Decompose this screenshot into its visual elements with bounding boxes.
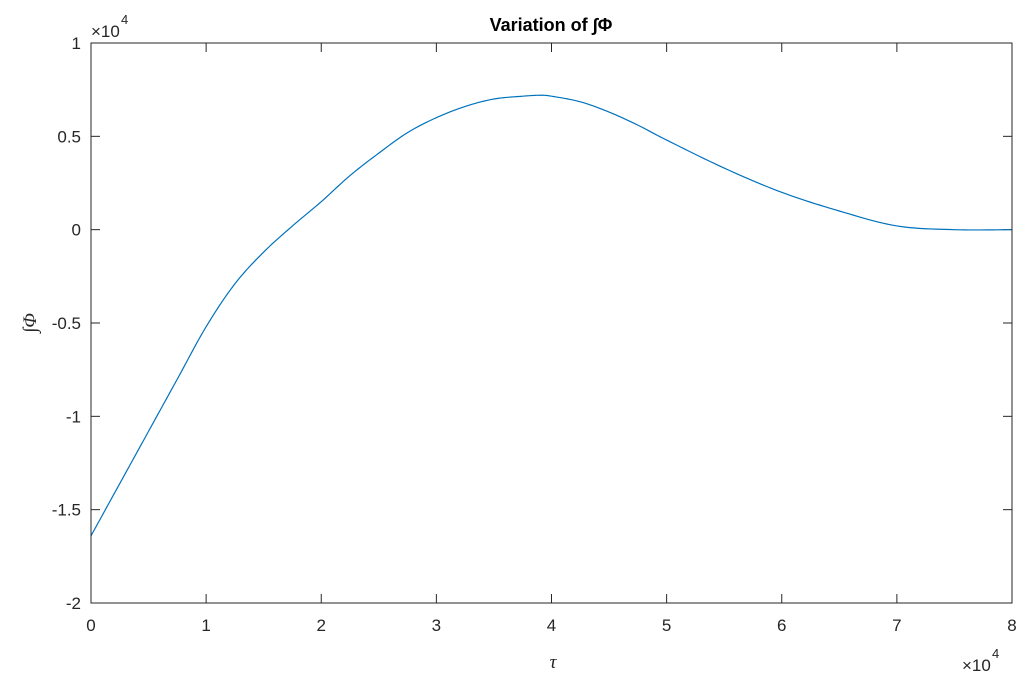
- chart-title: Variation of ∫Φ: [490, 15, 613, 35]
- y-tick-label: 0: [72, 221, 81, 240]
- x-tick-label: 5: [662, 616, 671, 635]
- y-exponent: 4: [121, 12, 128, 27]
- x-tick-label: 8: [1007, 616, 1016, 635]
- x-axis-label: τ: [550, 652, 558, 673]
- y-tick-label: 0.5: [57, 127, 81, 146]
- x-tick-label: 7: [892, 616, 901, 635]
- x-tick-label: 6: [777, 616, 786, 635]
- y-tick-label: -0.5: [52, 314, 81, 333]
- x-tick-label: 2: [317, 616, 326, 635]
- y-axis-label: ∫Φ: [20, 313, 42, 334]
- y-exponent-label: ×10: [91, 22, 120, 41]
- y-tick-label: -1.5: [52, 501, 81, 520]
- series-line: [90, 94, 1013, 537]
- x-tick-label: 3: [432, 616, 441, 635]
- y-tick-label: -1: [66, 407, 81, 426]
- plot-frame: [90, 42, 1013, 604]
- y-tick-label: 1: [72, 34, 81, 53]
- x-tick-label: 0: [86, 616, 95, 635]
- x-exponent: 4: [992, 646, 999, 661]
- x-tick-label: 4: [547, 616, 556, 635]
- x-tick-label: 1: [201, 616, 210, 635]
- x-exponent-label: ×10: [962, 656, 991, 675]
- x-ticks: 0 1 2 3 4 5 6 7 8: [86, 43, 1017, 635]
- plot-area: [91, 43, 1012, 603]
- y-tick-label: -2: [66, 594, 81, 613]
